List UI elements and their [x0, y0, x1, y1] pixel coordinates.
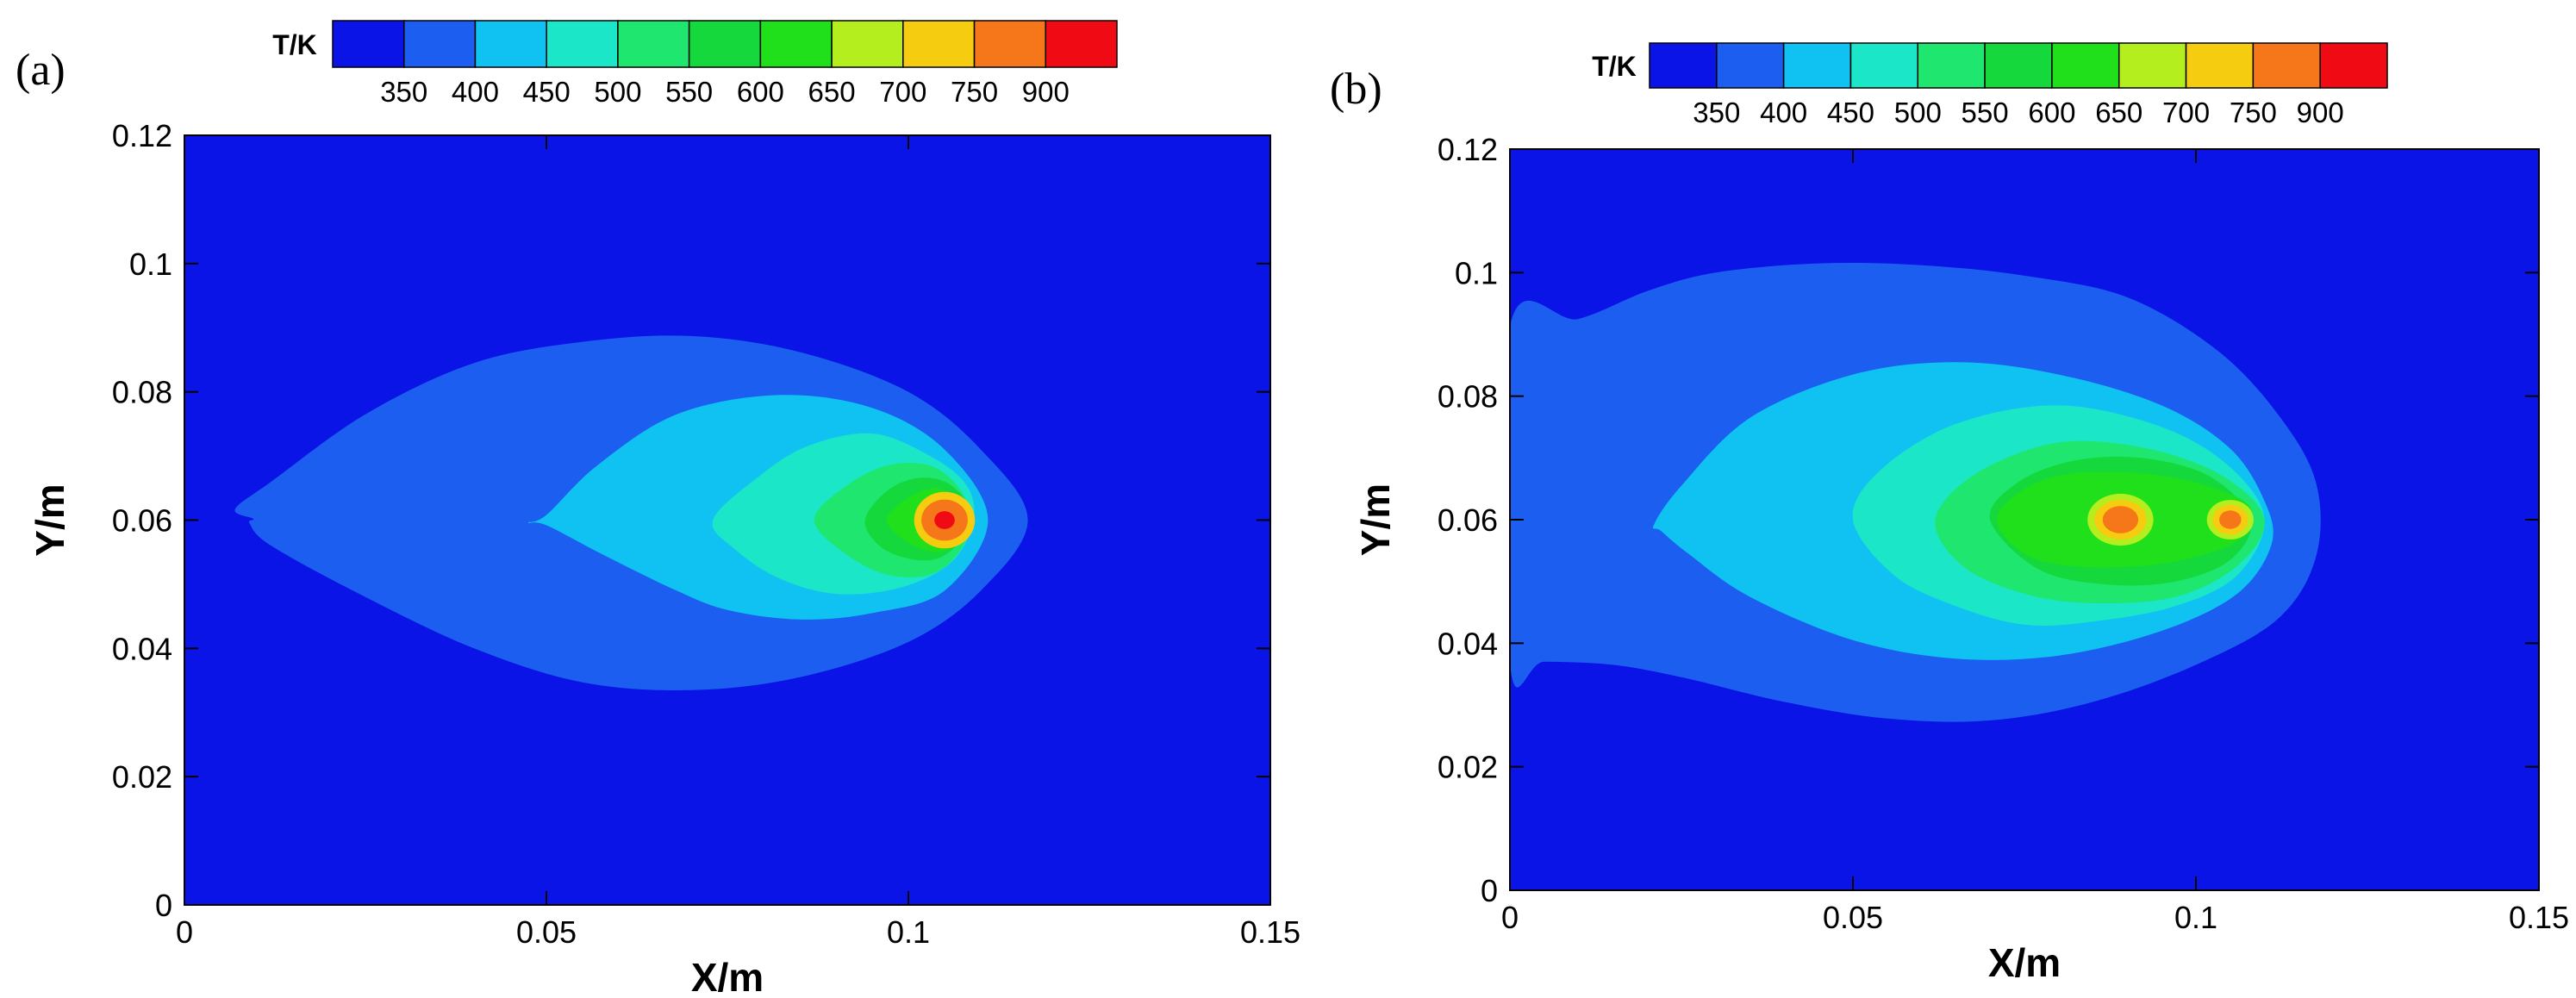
y-tick-label: 0.06 [1438, 502, 1498, 538]
colorbar-tick-label: 550 [665, 76, 713, 108]
y-tick-label: 0 [1481, 873, 1498, 908]
colorbar-swatch [2051, 42, 2120, 89]
colorbar-tick-label: 750 [951, 76, 998, 108]
colorbar-swatch [2118, 42, 2187, 89]
y-tick-label: 0.08 [112, 375, 172, 410]
y-axis-title: Y/m [28, 483, 72, 556]
chart-panel-0: 0 0.05 0.1 0.15 0 0.02 0.04 0.06 0.08 0.1 0.12 X/m Y… [16, 20, 1300, 998]
colorbar-tick-label: 400 [1760, 97, 1807, 128]
x-tick-label: 0.05 [516, 914, 577, 950]
colorbar-swatch [2185, 42, 2255, 89]
colorbar-tick-label: 700 [2162, 97, 2210, 128]
colorbar-swatch [546, 20, 619, 68]
y-tick-label: 0.02 [112, 759, 172, 795]
colorbar-tick-label: 900 [1022, 76, 1070, 108]
hot-spot-1-ring-2 [2219, 510, 2242, 529]
y-tick-label: 0.02 [1438, 750, 1498, 785]
colorbar-swatch [1716, 42, 1785, 89]
colorbar: T/K 350 400 450 500 550 600 650 700 750 900 [272, 20, 1118, 108]
colorbar-swatch [1649, 42, 1718, 89]
colorbar-tick-label: 600 [737, 76, 784, 108]
colorbar-swatch [1917, 42, 1986, 89]
colorbar-swatch [759, 20, 833, 68]
y-tick-label: 0.04 [1438, 626, 1498, 661]
x-tick-label: 0.15 [2509, 900, 2569, 935]
y-tick-label: 0.08 [1438, 379, 1498, 415]
colorbar-tick-label: 350 [1693, 97, 1740, 128]
contour-field [234, 335, 1028, 690]
colorbar-tick-label: 650 [808, 76, 856, 108]
x-tick-label: 0.05 [1823, 900, 1883, 935]
hot-spot-0-ring-2 [2102, 506, 2139, 533]
colorbar-swatch [2252, 42, 2321, 89]
colorbar-swatch [902, 20, 976, 68]
colorbar-swatch [402, 20, 477, 68]
colorbar-tick-label: 350 [380, 76, 427, 108]
colorbar-swatch [1984, 42, 2053, 89]
colorbar-tick-label: 500 [594, 76, 641, 108]
colorbar-swatch [2319, 42, 2388, 89]
colorbar-swatch [973, 20, 1047, 68]
colorbar-tick-label: 450 [523, 76, 571, 108]
chart-panel-1: 0 0.05 0.1 0.15 0 0.02 0.04 0.06 0.08 0.1 0.12 X/m Y… [1330, 42, 2569, 985]
colorbar-tick-label: 550 [1962, 97, 2009, 128]
colorbar-swatch [1045, 20, 1118, 68]
y-tick-label: 0 [155, 888, 172, 923]
colorbar-swatch [474, 20, 547, 68]
panel-label: (a) [16, 46, 65, 95]
y-tick-label: 0.1 [1455, 255, 1498, 290]
colorbar-title: T/K [272, 29, 317, 60]
y-tick-label: 0.04 [112, 631, 172, 666]
contour-field [1510, 262, 2321, 722]
colorbar: T/K 350 400 450 500 550 600 650 700 750 900 [1592, 42, 2388, 128]
x-axis-title: X/m [1988, 940, 2061, 985]
colorbar-tick-label: 650 [2095, 97, 2143, 128]
colorbar-title: T/K [1592, 51, 1637, 82]
colorbar-swatch [1782, 42, 1852, 89]
hot-spot-0-ring-2 [934, 511, 955, 529]
y-axis-title: Y/m [1353, 483, 1398, 556]
colorbar-swatch [688, 20, 762, 68]
colorbar-tick-label: 500 [1894, 97, 1942, 128]
colorbar-swatch [617, 20, 690, 68]
colorbar-swatch [1849, 42, 1919, 89]
y-tick-label: 0.12 [112, 118, 172, 153]
x-tick-label: 0 [176, 914, 193, 950]
x-tick-label: 0.1 [2174, 900, 2217, 935]
x-tick-label: 0.15 [1240, 914, 1300, 950]
colorbar-tick-label: 750 [2230, 97, 2277, 128]
x-axis-title: X/m [691, 955, 764, 998]
y-tick-label: 0.1 [129, 246, 172, 282]
colorbar-swatch [332, 20, 405, 68]
x-tick-label: 0 [1501, 900, 1519, 935]
colorbar-tick-label: 900 [2297, 97, 2344, 128]
panel-label: (b) [1330, 65, 1382, 114]
colorbar-swatch [831, 20, 904, 68]
colorbar-tick-label: 400 [452, 76, 499, 108]
y-tick-label: 0.06 [112, 503, 172, 539]
y-tick-label: 0.12 [1438, 132, 1498, 167]
colorbar-tick-label: 700 [879, 76, 926, 108]
x-tick-label: 0.1 [887, 914, 930, 950]
colorbar-tick-label: 600 [2028, 97, 2075, 128]
colorbar-tick-label: 450 [1827, 97, 1874, 128]
